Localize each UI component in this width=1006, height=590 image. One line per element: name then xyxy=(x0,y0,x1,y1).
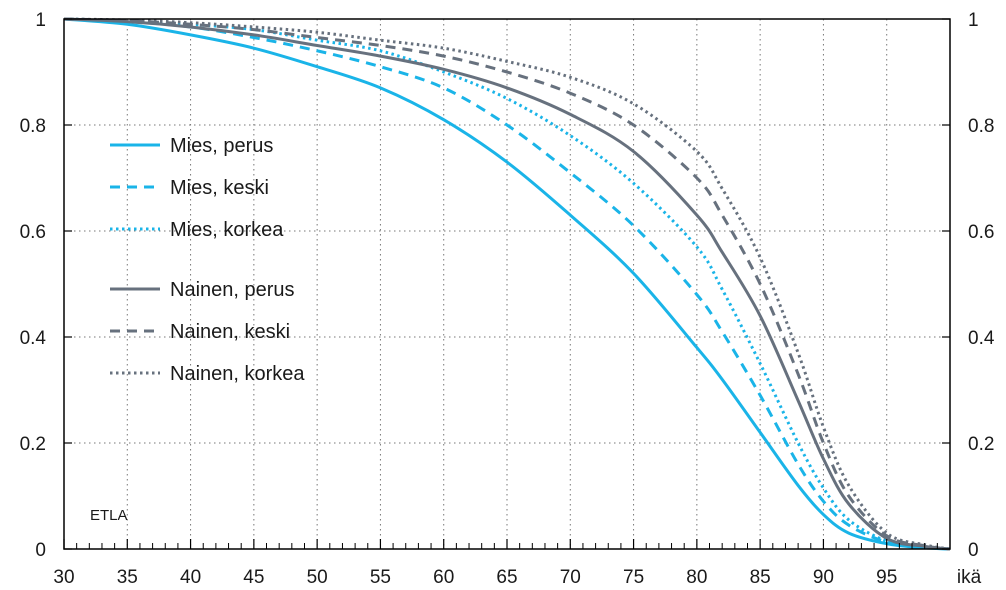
etla-watermark: ETLA xyxy=(90,507,128,524)
x-tick-label: 80 xyxy=(686,567,707,588)
legend-label-nainen-keski: Nainen, keski xyxy=(170,321,290,343)
x-tick-label: 50 xyxy=(307,567,328,588)
series-line-mies-perus xyxy=(63,17,951,551)
x-tick-label: 90 xyxy=(813,567,834,588)
x-tick-label: 30 xyxy=(53,567,74,588)
legend-label-mies-korkea: Mies, korkea xyxy=(170,219,284,241)
series-line-nainen-keski xyxy=(63,17,951,551)
grid xyxy=(64,19,950,549)
legend-label-mies-perus: Mies, perus xyxy=(170,135,273,157)
x-tick-label: 40 xyxy=(180,567,201,588)
series-line-nainen-perus xyxy=(63,17,951,551)
y-tick-label-left: 0 xyxy=(35,540,46,561)
y-tick-label-right: 0.6 xyxy=(968,222,994,243)
series-lines xyxy=(63,17,951,551)
legend-label-nainen-korkea: Nainen, korkea xyxy=(170,363,305,385)
legend-label-mies-keski: Mies, keski xyxy=(170,177,269,199)
y-tick-label-right: 1 xyxy=(968,10,979,31)
x-axis-label: ikä xyxy=(957,567,982,588)
y-tick-label-left: 0.4 xyxy=(20,328,47,349)
x-tick-label: 75 xyxy=(623,567,644,588)
tick-labels: 30 35 40 45 50 55 60 65 70 75 80 85 90 95 0 0 0.2 0.2 0.4 0… xyxy=(20,10,995,588)
y-tick-label-left: 1 xyxy=(35,10,46,31)
x-tick-label: 55 xyxy=(370,567,391,588)
series-line-nainen-korkea xyxy=(63,17,951,551)
legend: Mies, perus Mies, keski Mies, korkea Nainen… xyxy=(110,135,305,385)
y-tick-label-left: 0.2 xyxy=(20,434,46,455)
y-tick-label-right: 0 xyxy=(968,540,979,561)
y-tick-label-left: 0.6 xyxy=(20,222,46,243)
x-tick-label: 85 xyxy=(750,567,771,588)
x-tick-label: 45 xyxy=(243,567,264,588)
x-tick-label: 60 xyxy=(433,567,454,588)
x-tick-label: 70 xyxy=(560,567,581,588)
axis-ticks xyxy=(63,18,950,550)
x-tick-label: 95 xyxy=(876,567,897,588)
y-tick-label-right: 0.2 xyxy=(968,434,994,455)
series-line-mies-keski xyxy=(63,17,951,551)
y-tick-label-right: 0.8 xyxy=(968,116,994,137)
series-line-mies-korkea xyxy=(63,17,951,551)
legend-label-nainen-perus: Nainen, perus xyxy=(170,279,295,301)
y-tick-label-right: 0.4 xyxy=(968,328,995,349)
x-tick-label: 65 xyxy=(496,567,517,588)
y-tick-label-left: 0.8 xyxy=(20,116,46,137)
x-tick-label: 35 xyxy=(117,567,138,588)
